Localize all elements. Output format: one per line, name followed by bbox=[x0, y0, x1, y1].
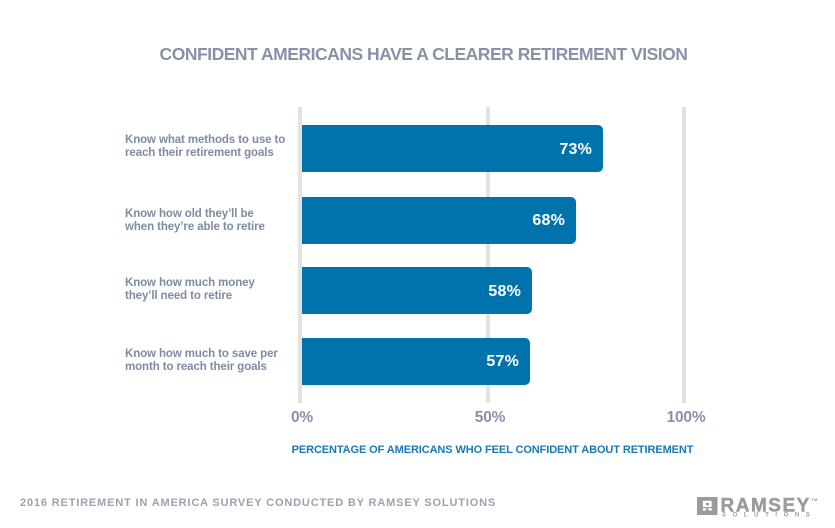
svg-text:TM: TM bbox=[812, 497, 818, 502]
svg-text:RAMSEY: RAMSEY bbox=[721, 496, 811, 517]
svg-text:SOLUTIONS: SOLUTIONS bbox=[722, 513, 816, 519]
